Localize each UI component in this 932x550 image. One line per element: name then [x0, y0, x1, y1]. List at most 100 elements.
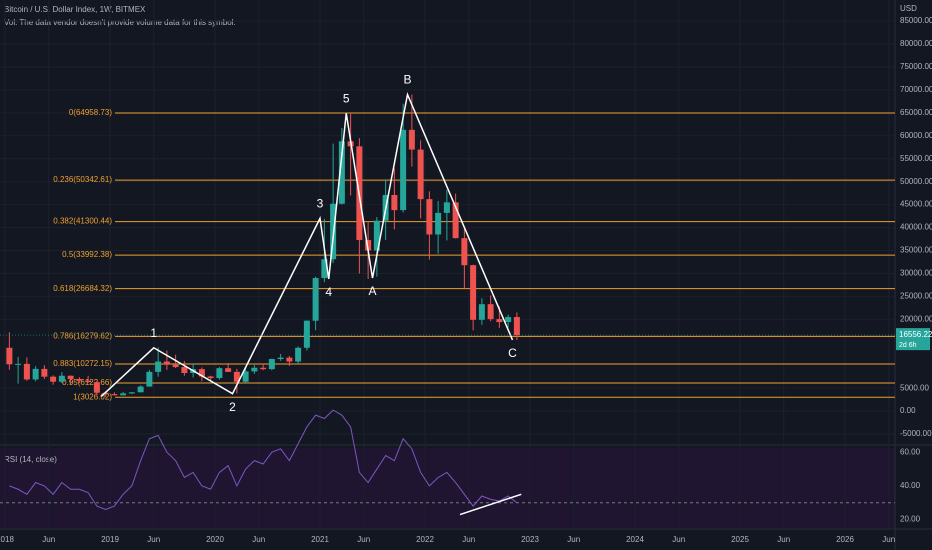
x-tick-label: Jun [672, 535, 685, 544]
candle-body [23, 363, 30, 380]
candle-body [426, 199, 433, 235]
rsi-pane [0, 448, 895, 528]
x-tick-label: Jun [567, 535, 580, 544]
candle-body [50, 376, 57, 382]
fib-label: 0.883(10272.15) [53, 359, 112, 368]
rsi-line [9, 409, 518, 511]
rsi-tick-label: 60.00 [900, 447, 921, 456]
chart-title: Bitcoin / U.S. Dollar Index, 1W, BITMEX [4, 5, 146, 14]
wave-label: 1 [150, 326, 157, 340]
candle-body [303, 320, 310, 348]
candle-body [15, 363, 22, 365]
candle-body [391, 194, 398, 211]
candle-body [338, 141, 345, 204]
candle-body [513, 317, 520, 336]
candle-body [408, 129, 415, 150]
candle-body [111, 394, 118, 396]
x-tick-label: 2019 [101, 535, 119, 544]
wave-line [100, 91, 514, 397]
x-tick-label: 2024 [626, 535, 644, 544]
candle-body [268, 359, 275, 370]
fib-label: 0.382(41300.44) [53, 217, 112, 226]
candle-body [163, 361, 170, 365]
rsi-tick-label: 20.00 [900, 515, 921, 524]
fib-label: 1(3026.02) [73, 392, 112, 401]
x-tick-label: Jun [42, 535, 55, 544]
candle-body [93, 382, 100, 393]
candle-body [487, 304, 494, 320]
y-tick-label: 85000.00 [900, 16, 932, 25]
candle-body [225, 368, 232, 372]
candle-body [85, 380, 92, 383]
last-price-label: 16556.22 [899, 330, 932, 339]
wave-label: 2 [229, 400, 236, 414]
candle-body [242, 371, 249, 382]
y-tick-label: 70000.00 [900, 85, 932, 94]
y-tick-label: 75000.00 [900, 62, 932, 71]
rsi-divergence [459, 493, 522, 516]
y-tick-label: 25000.00 [900, 292, 932, 301]
candle-body [137, 386, 144, 393]
y-tick-label: 45000.00 [900, 200, 932, 209]
fib-label: 0(64958.73) [69, 108, 112, 117]
x-tick-label: Jun [462, 535, 475, 544]
y-tick-label: 20000.00 [900, 314, 932, 323]
rsi-label: RSI (14, close) [4, 455, 57, 464]
candle-body [312, 278, 319, 321]
y-tick-label: -5000.00 [900, 429, 932, 438]
y-tick-label: 50000.00 [900, 177, 932, 186]
y-tick-label: 40000.00 [900, 223, 932, 232]
candle-body [260, 367, 267, 370]
candle-body [6, 347, 13, 365]
candle-body [41, 368, 48, 377]
wave-label: C [508, 346, 517, 360]
candle-body [505, 317, 512, 323]
candle-body [128, 392, 135, 394]
candle-body [76, 378, 83, 381]
y-tick-label: 60000.00 [900, 131, 932, 140]
y-tick-label: 35000.00 [900, 246, 932, 255]
candle-body [461, 238, 468, 266]
x-tick-label: 2022 [416, 535, 434, 544]
x-tick-label: Jun [357, 535, 370, 544]
x-tick-label: Jun [777, 535, 790, 544]
candle-body [373, 220, 380, 251]
wave-label: A [368, 284, 376, 298]
y-tick-label: 0.00 [900, 406, 916, 415]
candle-body [417, 149, 424, 200]
candle-body [286, 357, 293, 362]
y-tick-label: 55000.00 [900, 154, 932, 163]
x-tick-label: 2025 [731, 535, 749, 544]
candle-body [172, 364, 179, 368]
candle-body [146, 371, 153, 387]
chart-subtitle: Vol: The data vendor doesn't provide vol… [4, 18, 236, 27]
candle-body [198, 369, 205, 377]
candle-body [443, 202, 450, 213]
candle-body [120, 393, 127, 396]
currency: USD [900, 4, 917, 13]
x-tick-label: 2020 [206, 535, 224, 544]
fib-label: 0.618(26684.32) [53, 284, 112, 293]
x-tick-label: 2023 [521, 535, 539, 544]
y-tick-label: 30000.00 [900, 269, 932, 278]
candle-body [207, 376, 214, 379]
candle-body [496, 319, 503, 323]
x-tick-label: 2026 [836, 535, 854, 544]
candle-body [470, 265, 477, 320]
wave-label: 3 [317, 197, 324, 211]
fib-label: 0.236(50342.61) [53, 175, 112, 184]
candle-body [155, 361, 162, 372]
candle-body [67, 375, 74, 379]
y-tick-label: 5000.00 [900, 383, 929, 392]
candle-body [400, 129, 407, 211]
fib-label: 0.95(6122.66) [62, 378, 112, 387]
x-tick-label: Jun [147, 535, 160, 544]
candle-body [32, 368, 39, 380]
wave-label: 4 [325, 285, 332, 299]
candle-body [216, 368, 223, 379]
candle-body [321, 259, 328, 279]
x-tick-label: Jun [882, 535, 895, 544]
rsi-tick-label: 40.00 [900, 481, 921, 490]
candle-body [435, 212, 442, 235]
